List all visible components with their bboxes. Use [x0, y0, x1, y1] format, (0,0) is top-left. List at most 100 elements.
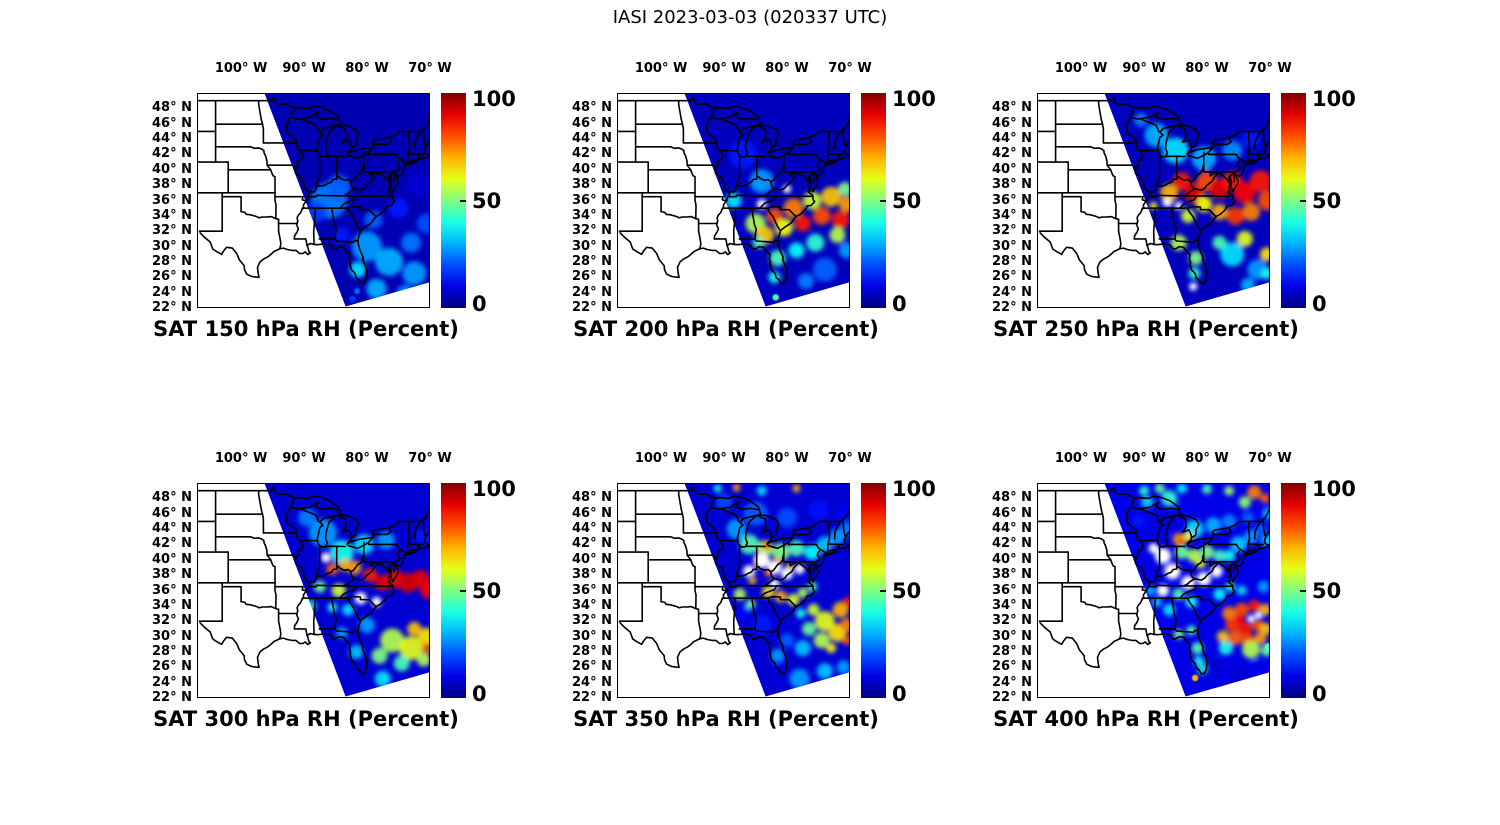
colorbar-label-50: 50 — [892, 578, 922, 603]
colorbar-label-0: 0 — [1312, 292, 1327, 316]
lat-tick-label: 40° N — [572, 551, 612, 567]
lat-tick-label: 46° N — [572, 115, 612, 131]
lat-tick-label: 24° N — [992, 674, 1032, 690]
panel-250hpa: 100° W 90° W 80° W 70° W 48° N 46° N 44° N 42° … — [980, 55, 1380, 370]
lat-tick-label: 36° N — [572, 192, 612, 208]
lat-tick-label: 46° N — [152, 505, 192, 521]
lon-tick-label: 70° W — [408, 451, 452, 466]
footprint-dots — [772, 294, 779, 301]
state-boundaries — [197, 486, 430, 675]
lat-tick-label: 44° N — [992, 131, 1032, 147]
colorbar-label-50: 50 — [1312, 188, 1342, 213]
footprint-dots — [349, 288, 360, 302]
colorbar-label-50: 50 — [892, 188, 922, 213]
lat-tick-label: 26° N — [572, 659, 612, 675]
lat-tick-label: 24° N — [572, 674, 612, 690]
colorbar-label-100: 100 — [892, 87, 936, 111]
lon-tick-label: 100° W — [634, 61, 688, 76]
lat-tick-label: 40° N — [572, 161, 612, 177]
lat-tick-label: 38° N — [572, 567, 612, 583]
lat-tick-label: 42° N — [152, 536, 192, 552]
colorbar-label-0: 0 — [892, 292, 907, 316]
lon-tick-label: 90° W — [1122, 451, 1166, 466]
panel-150hpa: 100° W 90° W 80° W 70° W 48° N 46° N 44° N 42° … — [140, 55, 540, 370]
lat-tick-label: 32° N — [992, 613, 1032, 629]
footprint-dots — [768, 681, 779, 693]
lon-tick-label: 80° W — [345, 61, 389, 76]
colorbar-label-50: 50 — [472, 578, 502, 603]
lat-tick-label: 34° N — [992, 597, 1032, 613]
lat-tick-label: 34° N — [572, 597, 612, 613]
state-boundaries — [197, 96, 430, 285]
lat-tick-label: 36° N — [992, 582, 1032, 598]
lat-tick-label: 46° N — [992, 115, 1032, 131]
lat-tick-label: 28° N — [992, 643, 1032, 659]
lat-tick-label: 28° N — [992, 253, 1032, 269]
lon-tick-label: 100° W — [214, 451, 268, 466]
lat-tick-label: 24° N — [152, 284, 192, 300]
lat-tick-label: 22° N — [992, 300, 1032, 315]
lat-tick-label: 42° N — [992, 536, 1032, 552]
lon-tick-label: 80° W — [765, 61, 809, 76]
lat-tick-label: 48° N — [572, 100, 612, 116]
panel-title-150hpa: SAT 150 hPa RH (Percent) — [153, 317, 459, 341]
lat-tick-label: 28° N — [152, 253, 192, 269]
lat-tick-label: 30° N — [152, 628, 192, 644]
lon-tick-label: 80° W — [765, 451, 809, 466]
rh-map-200hpa — [617, 93, 850, 308]
lat-tick-label: 40° N — [992, 161, 1032, 177]
colorbar-tick-50 — [880, 589, 886, 592]
lat-tick-label: 36° N — [152, 192, 192, 208]
colorbar-tick-50 — [460, 589, 466, 592]
lat-tick-label: 22° N — [152, 300, 192, 315]
lat-tick-label: 48° N — [572, 490, 612, 506]
lat-tick-label: 22° N — [992, 690, 1032, 705]
lat-tick-label: 26° N — [152, 269, 192, 285]
map-frame — [197, 483, 430, 698]
colorbar-label-100: 100 — [1312, 477, 1356, 501]
colorbar-label-0: 0 — [1312, 682, 1327, 706]
panel-300hpa: 100° W 90° W 80° W 70° W 48° N 46° N 44° N 42° … — [140, 445, 540, 760]
colorbar-label-0: 0 — [892, 682, 907, 706]
rh-map-300hpa — [197, 483, 430, 698]
colorbar-tick-50 — [1300, 199, 1306, 202]
panel-350hpa: 100° W 90° W 80° W 70° W 48° N 46° N 44° N 42° … — [560, 445, 960, 760]
lat-tick-label: 22° N — [572, 690, 612, 705]
rh-map-150hpa — [197, 93, 430, 308]
lon-tick-label: 90° W — [1122, 61, 1166, 76]
lon-tick-label: 70° W — [408, 61, 452, 76]
panel-title-350hpa: SAT 350 hPa RH (Percent) — [573, 707, 879, 731]
lon-tick-label: 70° W — [828, 451, 872, 466]
lat-tick-label: 24° N — [572, 284, 612, 300]
lat-tick-label: 32° N — [992, 223, 1032, 239]
lat-tick-label: 42° N — [992, 146, 1032, 162]
lat-tick-label: 44° N — [992, 521, 1032, 537]
lat-tick-label: 36° N — [992, 192, 1032, 208]
lat-tick-label: 32° N — [572, 613, 612, 629]
lat-tick-label: 32° N — [152, 613, 192, 629]
lat-tick-label: 32° N — [572, 223, 612, 239]
rh-map-400hpa — [1037, 483, 1270, 698]
colorbar-tick-50 — [880, 199, 886, 202]
colorbar-label-100: 100 — [892, 477, 936, 501]
state-boundaries — [617, 486, 850, 675]
footprint-dots — [1188, 643, 1270, 692]
lat-tick-label: 42° N — [152, 146, 192, 162]
rh-field — [1131, 483, 1270, 695]
lat-tick-label: 30° N — [992, 628, 1032, 644]
lon-tick-label: 70° W — [828, 61, 872, 76]
lat-tick-label: 24° N — [992, 284, 1032, 300]
map-frame — [197, 93, 430, 308]
map-frame — [1037, 483, 1270, 698]
lat-tick-label: 44° N — [572, 131, 612, 147]
colorbar-tick-50 — [460, 199, 466, 202]
lat-tick-label: 30° N — [572, 628, 612, 644]
lon-tick-label: 70° W — [1248, 451, 1292, 466]
lon-tick-label: 90° W — [282, 61, 326, 76]
lat-tick-label: 46° N — [992, 505, 1032, 521]
panel-title-200hpa: SAT 200 hPa RH (Percent) — [573, 317, 879, 341]
panel-title-400hpa: SAT 400 hPa RH (Percent) — [993, 707, 1299, 731]
lon-tick-label: 100° W — [214, 61, 268, 76]
lat-tick-label: 38° N — [152, 567, 192, 583]
lat-tick-label: 48° N — [152, 100, 192, 116]
